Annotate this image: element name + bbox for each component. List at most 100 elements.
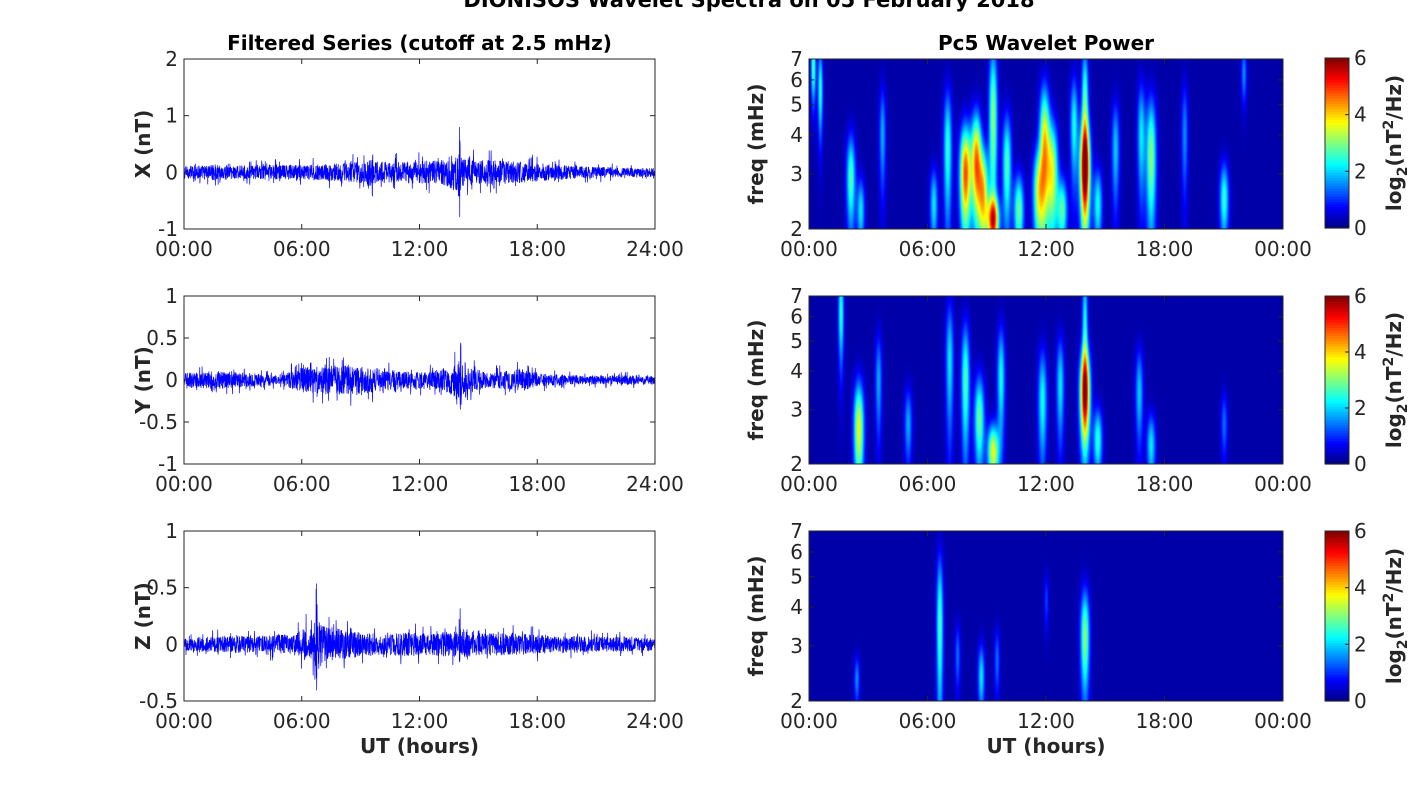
y-tick-label: -0.5 <box>139 410 178 434</box>
x-tick-label: 00:00 <box>780 472 838 496</box>
series-line <box>183 342 656 410</box>
y-tick-label: -0.5 <box>139 689 178 713</box>
colorbar-swatch <box>1325 103 1349 107</box>
x-tick-label: 00:00 <box>155 472 213 496</box>
colorbar-swatch <box>1325 153 1349 157</box>
colorbar-swatch <box>1325 140 1349 144</box>
colorbar-swatch <box>1325 156 1349 160</box>
colorbar-swatch <box>1325 538 1349 543</box>
colorbar-swatch <box>1325 298 1349 302</box>
colorbar-swatch <box>1325 180 1349 184</box>
colorbar-swatch <box>1325 398 1349 402</box>
colorbar-swatch <box>1325 661 1349 665</box>
colorbar-swatch <box>1325 340 1349 344</box>
colorbar-swatch <box>1325 576 1349 580</box>
heatmap-canvas <box>809 296 1283 464</box>
colorbar-swatch <box>1325 111 1349 115</box>
colorbar-swatch <box>1325 220 1349 224</box>
colorbar-swatch <box>1325 143 1349 147</box>
colorbar-swatch <box>1325 314 1349 318</box>
colorbar-swatch <box>1325 364 1349 368</box>
timeseries-panel-1: -1 0 1 2 00:00 06:00 12:00 18:00 24:00 X (nT) Filt… <box>131 31 684 261</box>
y-tick-label: 6 <box>790 305 803 329</box>
y-tick-label: 2 <box>790 452 803 476</box>
colorbar-tick-label: 2 <box>1354 396 1367 420</box>
colorbar-swatch <box>1325 669 1349 673</box>
colorbar-swatch <box>1325 97 1349 102</box>
x-tick-label: 00:00 <box>780 237 838 261</box>
colorbar-label-part: /Hz) <box>1382 548 1406 593</box>
colorbar-swatch <box>1325 461 1349 465</box>
colorbar-swatch <box>1325 87 1349 91</box>
colorbar-swatch <box>1325 209 1349 213</box>
colorbar-swatch <box>1325 108 1349 112</box>
panel-title: Pc5 Wavelet Power <box>938 31 1154 55</box>
colorbar-tick-label: 6 <box>1354 519 1367 543</box>
y-tick-label: 5 <box>790 565 803 589</box>
figure-suptitle: DIONISOS Wavelet Spectra on 05 February … <box>463 0 1034 12</box>
colorbar-swatch <box>1325 613 1349 617</box>
colorbar-swatch <box>1325 645 1349 649</box>
colorbar-swatch <box>1325 682 1349 686</box>
colorbar-label-part: log <box>1382 649 1406 684</box>
colorbar-swatch <box>1325 68 1349 72</box>
colorbar-swatch <box>1325 161 1349 165</box>
colorbar-swatch <box>1325 634 1349 638</box>
colorbar-swatch <box>1325 380 1349 384</box>
colorbar-swatch <box>1325 610 1349 614</box>
x-tick-label: 12:00 <box>391 709 449 733</box>
colorbar-swatch <box>1325 301 1349 305</box>
colorbar-swatch <box>1325 132 1349 136</box>
colorbar-swatch <box>1325 185 1349 189</box>
colorbar-label-part: log <box>1382 176 1406 211</box>
colorbar-swatch <box>1325 552 1349 556</box>
colorbar-swatch <box>1325 578 1349 583</box>
y-tick-label: 7 <box>790 519 803 543</box>
colorbar-swatch <box>1325 116 1349 120</box>
colorbar-swatch <box>1325 414 1349 418</box>
colorbar-swatch <box>1325 586 1349 591</box>
colorbar-swatch <box>1325 448 1349 452</box>
y-tick-label: 3 <box>790 634 803 658</box>
colorbar-swatch <box>1325 445 1349 449</box>
colorbar-swatch <box>1325 544 1349 548</box>
colorbar-swatch <box>1325 597 1349 601</box>
colorbar-swatch <box>1325 374 1349 378</box>
colorbar-swatch <box>1325 81 1349 86</box>
colorbar-swatch <box>1325 332 1349 336</box>
y-tick-label: 0 <box>165 160 178 184</box>
colorbar-swatch <box>1325 685 1349 689</box>
colorbar-swatch <box>1325 387 1349 392</box>
y-tick-label: 4 <box>790 595 803 619</box>
colorbar-swatch <box>1325 121 1349 126</box>
colorbar-tick-label: 0 <box>1354 689 1367 713</box>
x-tick-label: 06:00 <box>273 472 331 496</box>
colorbar-swatch <box>1325 458 1349 462</box>
y-tick-label: 5 <box>790 93 803 117</box>
x-tick-label: 12:00 <box>1017 472 1075 496</box>
y-axis-label: Y (nT) <box>131 346 155 415</box>
x-tick-label: 00:00 <box>1254 237 1312 261</box>
y-tick-label: 1 <box>165 284 178 308</box>
colorbar-label-part: (nT <box>1382 366 1406 403</box>
colorbar-swatch <box>1325 560 1349 564</box>
heatmap-image <box>809 531 1283 701</box>
y-tick-label: 0.5 <box>146 326 178 350</box>
x-tick-label: 00:00 <box>1254 472 1312 496</box>
colorbar-swatch <box>1325 650 1349 654</box>
y-tick-label: 4 <box>790 359 803 383</box>
colorbar-swatch <box>1325 658 1349 662</box>
colorbar-swatch <box>1325 89 1349 94</box>
colorbar-swatch <box>1325 222 1349 226</box>
colorbar-swatch <box>1325 214 1349 218</box>
colorbar-swatch <box>1325 679 1349 684</box>
colorbar-swatch <box>1325 621 1349 625</box>
colorbar-swatch <box>1325 546 1349 551</box>
colorbar-swatch <box>1325 359 1349 363</box>
colorbar-swatch <box>1325 592 1349 596</box>
colorbar-swatch <box>1325 145 1349 149</box>
x-axis-label: UT (hours) <box>986 734 1105 758</box>
y-tick-label: 3 <box>790 162 803 186</box>
